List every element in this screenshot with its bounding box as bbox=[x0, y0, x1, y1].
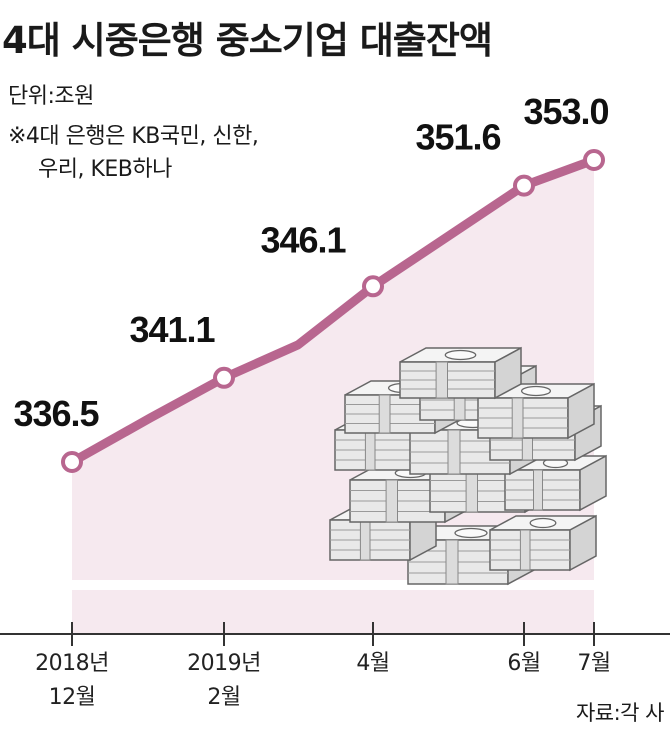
cash-stacks-icon bbox=[329, 346, 607, 586]
series-line bbox=[67, 155, 599, 467]
data-point-marker bbox=[213, 366, 235, 389]
data-label: 353.0 bbox=[523, 91, 608, 132]
x-tick-label-line: 12월 bbox=[49, 685, 96, 710]
x-tick-label: 2019년 2월 bbox=[187, 651, 261, 710]
x-tick-label-line: 6월 bbox=[507, 651, 540, 676]
x-tick-label-line: 4월 bbox=[356, 651, 389, 676]
x-tick-label: 7월 bbox=[577, 651, 610, 676]
data-point-marker bbox=[583, 149, 605, 171]
footnote: ※4대 은행은 KB국민, 신한, 우리, KEB하나 bbox=[8, 120, 259, 186]
area-fill bbox=[72, 160, 594, 634]
footnote-line-1: ※4대 은행은 KB국민, 신한, bbox=[8, 124, 259, 149]
footnote-line-2: 우리, KEB하나 bbox=[38, 157, 172, 182]
data-label: 346.1 bbox=[260, 219, 346, 260]
x-tick-label-line: 7월 bbox=[577, 651, 610, 676]
x-tick-label: 4월 bbox=[356, 651, 389, 676]
x-tick-label-line: 2월 bbox=[207, 685, 240, 710]
source-note: 자료:각 사 bbox=[575, 701, 665, 725]
data-label: 341.1 bbox=[129, 309, 215, 350]
data-point-marker bbox=[513, 174, 535, 197]
chart-title: 4대 시중은행 중소기업 대출잔액 bbox=[2, 19, 493, 62]
unit-note: 단위:조원 bbox=[8, 84, 94, 109]
cash-bundle-icon bbox=[504, 454, 607, 512]
data-point-marker bbox=[61, 451, 83, 473]
x-tick-label-line: 2019년 bbox=[187, 651, 261, 676]
cash-bundle-icon bbox=[399, 346, 522, 400]
x-tick-label: 2018년 12월 bbox=[35, 651, 109, 710]
area-gap-band bbox=[72, 580, 594, 590]
x-tick-label: 6월 bbox=[507, 651, 540, 676]
data-label: 336.5 bbox=[13, 393, 99, 434]
cash-bundle-icon bbox=[489, 514, 597, 572]
x-tick-label-line: 2018년 bbox=[35, 651, 109, 676]
data-label: 351.6 bbox=[415, 117, 500, 158]
data-point-marker bbox=[362, 275, 384, 298]
